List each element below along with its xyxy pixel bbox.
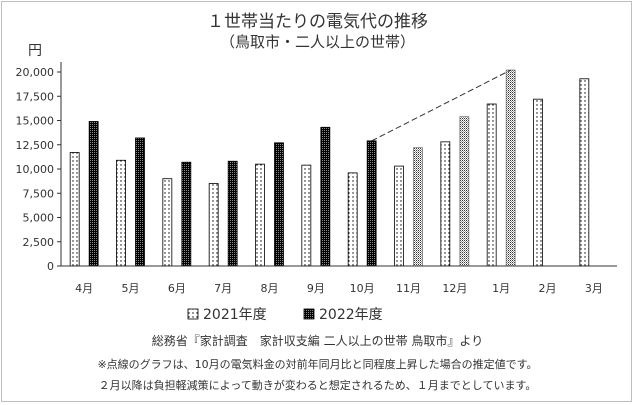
bar-2021-5月 (116, 159, 126, 267)
bar-2022-9月 (320, 126, 331, 267)
note-range: ２月以降は負担軽減策によって動きが変わると想定されるため、１月までとしています。 (98, 379, 537, 392)
bar-2021-10月 (347, 172, 358, 267)
bar-2022-estimate-11月 (413, 147, 423, 267)
y-tick-label: 0 (47, 260, 54, 273)
x-tick-label: 6月 (168, 282, 186, 295)
x-tick-label: 9月 (307, 282, 325, 295)
bar-2021-1月 (486, 103, 497, 267)
bar-2022-5月 (135, 137, 145, 267)
source-text: 総務省『家計調査 家計収支編 二人以上の世帯 鳥取市』より (151, 334, 484, 348)
bar-2021-7月 (208, 183, 219, 267)
bar-chart: 0 2,500 5,000 7,500 10,000 12,500 15,000 17,500… (16, 62, 617, 323)
bar-2022-10月 (366, 140, 377, 267)
bar-2022-7月 (227, 160, 238, 267)
bar-2021-8月 (255, 163, 265, 267)
x-tick-label: 1月 (492, 282, 510, 295)
note-estimate: ※点線のグラフは、10月の電気料金の対前年同月比と同程度上昇した場合の推定値です… (97, 358, 538, 371)
y-tick-label: 7,500 (23, 187, 55, 200)
chart-title: １世帯当たりの電気代の推移 (207, 12, 428, 32)
legend-label-2021: 2021年度 (203, 307, 267, 323)
chart-subtitle: （鳥取市・二人以上の世帯） (219, 33, 415, 51)
y-axis-unit: 円 (28, 43, 42, 59)
y-tick-label: 2,500 (23, 236, 55, 249)
bar-2022-4月 (88, 121, 99, 267)
x-tick-label: 3月 (585, 282, 603, 295)
x-tick-label: 2月 (539, 282, 557, 295)
bar-2022-estimate-1月 (505, 69, 516, 267)
bar-2021-9月 (301, 164, 312, 267)
bar-2021-6月 (162, 178, 173, 267)
legend-swatch-2021 (187, 308, 199, 320)
x-tick-label: 11月 (396, 282, 421, 295)
bar-2021-2月 (533, 98, 543, 267)
y-tick-label: 20,000 (16, 66, 55, 79)
x-tick-label: 7月 (214, 282, 232, 295)
bar-2021-3月 (579, 78, 590, 267)
estimate-dashed-line (371, 69, 511, 142)
y-tick-label: 12,500 (16, 139, 55, 152)
x-tick-label: 5月 (122, 282, 140, 295)
legend-label-2022: 2022年度 (319, 307, 383, 323)
y-tick-label: 10,000 (16, 163, 55, 176)
x-tick-label: 4月 (75, 282, 93, 295)
bar-2022-6月 (181, 161, 192, 267)
legend: 2021年度 2022年度 (187, 307, 383, 323)
x-tick-label: 8月 (261, 282, 279, 295)
bar-2022-estimate-12月 (459, 116, 470, 267)
y-tick-label: 5,000 (23, 212, 55, 225)
bar-2021-12月 (440, 141, 451, 267)
bar-2021-11月 (394, 165, 404, 267)
y-tick-label: 17,500 (16, 90, 55, 103)
y-tick-label: 15,000 (16, 115, 55, 128)
x-tick-label: 12月 (442, 282, 467, 295)
bar-2021-4月 (69, 152, 80, 267)
legend-swatch-2022 (303, 308, 315, 320)
x-tick-label: 10月 (350, 282, 375, 295)
bar-2022-8月 (274, 142, 284, 267)
